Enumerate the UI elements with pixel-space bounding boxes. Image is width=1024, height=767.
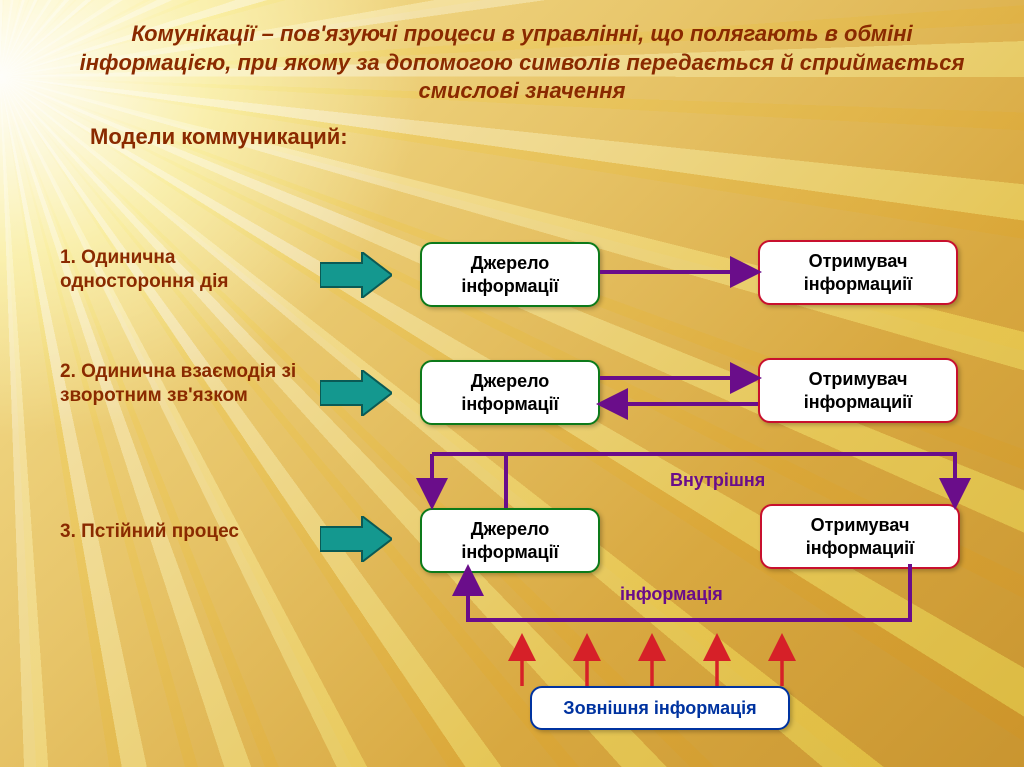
inner-label: Внутрішня — [670, 470, 765, 491]
block-arrow-icon — [320, 516, 392, 562]
receiver-box-2: Отримувач інформациії — [758, 358, 958, 423]
slide: Комунікації – пов'язуючі процеси в управ… — [0, 0, 1024, 767]
block-arrow-icon — [320, 252, 392, 298]
source-box-3: Джерело інформації — [420, 508, 600, 573]
info-label: інформація — [620, 584, 723, 605]
model-3-label: 3. Пстійний процес — [60, 520, 310, 544]
slide-title: Комунікації – пов'язуючі процеси в управ… — [60, 20, 984, 106]
slide-subtitle: Модели коммуникаций: — [90, 124, 984, 150]
model-1-label: 1. Одинична одностороння дія — [60, 246, 290, 294]
external-info-box: Зовнішня інформація — [530, 686, 790, 730]
model-2-label: 2. Одинична взаємодія зі зворотним зв'яз… — [60, 360, 310, 408]
source-box-1: Джерело інформації — [420, 242, 600, 307]
block-arrow-icon — [320, 370, 392, 416]
source-box-2: Джерело інформації — [420, 360, 600, 425]
receiver-box-1: Отримувач інформациії — [758, 240, 958, 305]
receiver-box-3: Отримувач інформациії — [760, 504, 960, 569]
